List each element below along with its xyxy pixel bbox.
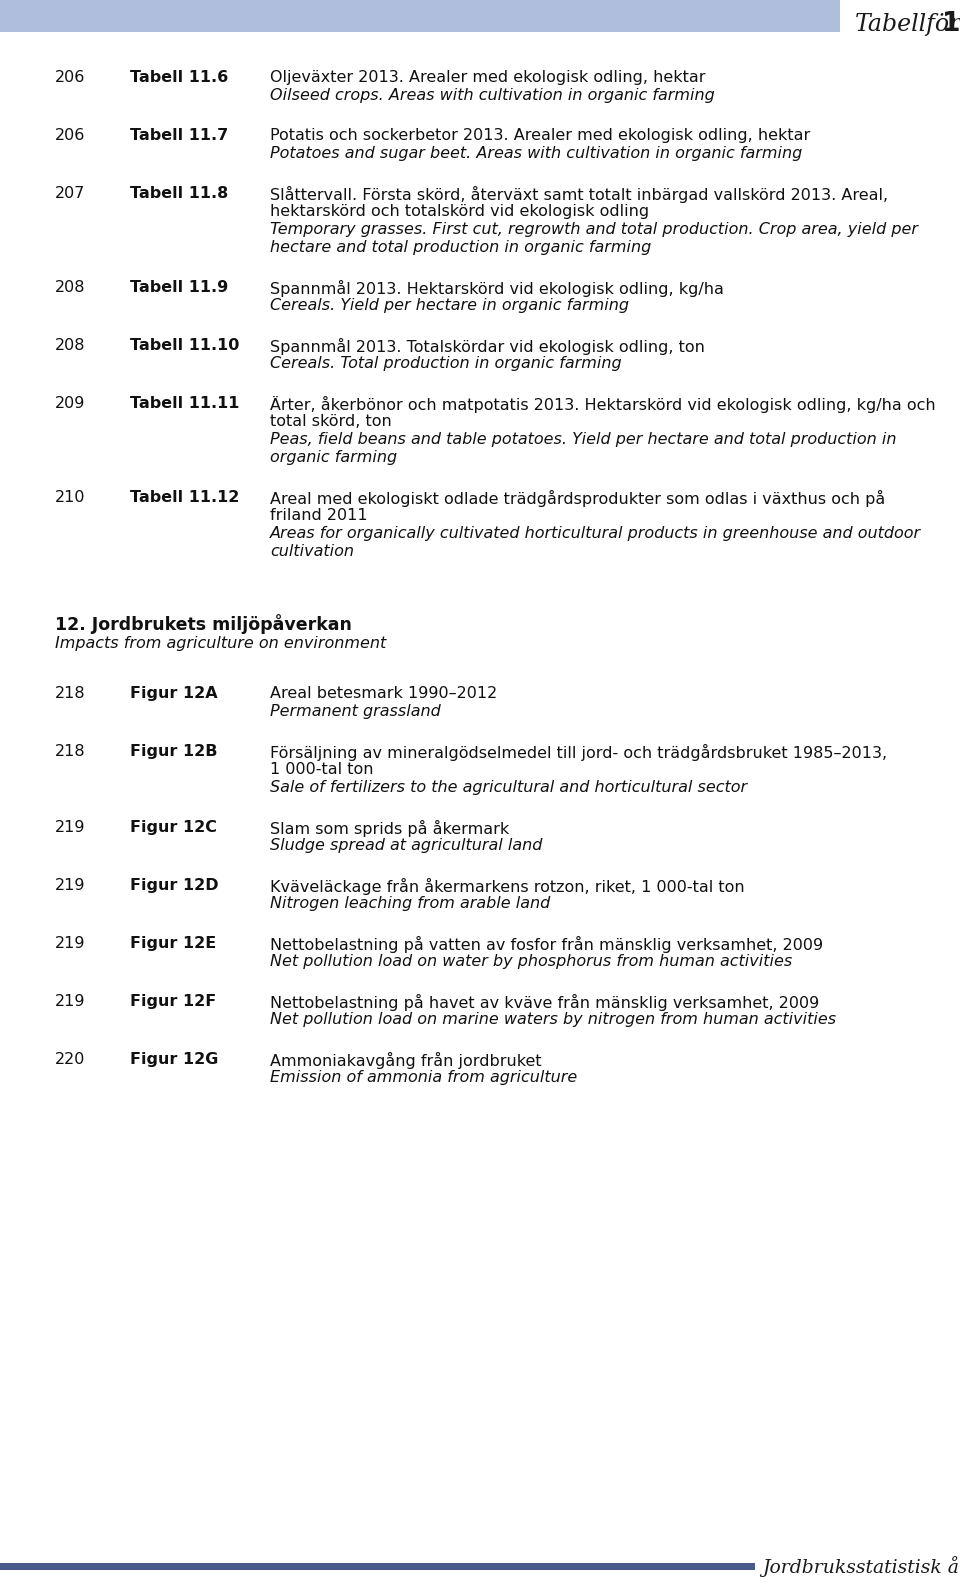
Text: Försäljning av mineralgödselmedel till jord- och trädgårdsbruket 1985–2013,: Försäljning av mineralgödselmedel till j…: [270, 743, 887, 761]
Text: Permanent grassland: Permanent grassland: [270, 703, 441, 719]
Text: Slam som sprids på åkermark: Slam som sprids på åkermark: [270, 820, 509, 837]
Text: 208: 208: [55, 338, 85, 352]
Text: 219: 219: [55, 936, 85, 951]
Text: Areal betesmark 1990–2012: Areal betesmark 1990–2012: [270, 686, 497, 700]
Text: Figur 12C: Figur 12C: [130, 820, 217, 836]
Text: Emission of ammonia from agriculture: Emission of ammonia from agriculture: [270, 1070, 577, 1085]
Text: Spannmål 2013. Totalskördar vid ekologisk odling, ton: Spannmål 2013. Totalskördar vid ekologis…: [270, 338, 705, 356]
Text: Impacts from agriculture on environment: Impacts from agriculture on environment: [55, 636, 386, 651]
Text: Cereals. Yield per hectare in organic farming: Cereals. Yield per hectare in organic fa…: [270, 298, 629, 313]
Text: Kväveläckage från åkermarkens rotzon, riket, 1 000-tal ton: Kväveläckage från åkermarkens rotzon, ri…: [270, 877, 745, 895]
Text: Cereals. Total production in organic farming: Cereals. Total production in organic far…: [270, 356, 622, 372]
Text: Tabell 11.11: Tabell 11.11: [130, 396, 239, 412]
Text: 15: 15: [942, 11, 960, 37]
Text: hektarskörd och totalskörd vid ekologisk odling: hektarskörd och totalskörd vid ekologisk…: [270, 204, 649, 219]
Text: 209: 209: [55, 396, 85, 412]
Text: Sludge spread at agricultural land: Sludge spread at agricultural land: [270, 837, 542, 853]
Text: Tabell 11.9: Tabell 11.9: [130, 281, 228, 295]
Text: Tabellförteckning: Tabellförteckning: [855, 13, 960, 35]
Text: Oljeväxter 2013. Arealer med ekologisk odling, hektar: Oljeväxter 2013. Arealer med ekologisk o…: [270, 70, 706, 85]
Text: total skörd, ton: total skörd, ton: [270, 415, 392, 429]
Text: 12. Jordbrukets miljöpåverkan: 12. Jordbrukets miljöpåverkan: [55, 614, 352, 633]
Text: cultivation: cultivation: [270, 544, 354, 558]
Text: 210: 210: [55, 490, 85, 506]
Text: Figur 12A: Figur 12A: [130, 686, 218, 700]
Text: Tabell 11.10: Tabell 11.10: [130, 338, 239, 352]
Text: Slåttervall. Första skörd, återväxt samt totalt inbärgad vallskörd 2013. Areal,: Slåttervall. Första skörd, återväxt samt…: [270, 187, 888, 203]
Text: Tabell 11.6: Tabell 11.6: [130, 70, 228, 85]
Text: Spannmål 2013. Hektarskörd vid ekologisk odling, kg/ha: Spannmål 2013. Hektarskörd vid ekologisk…: [270, 281, 724, 297]
Bar: [0, 1563, 755, 1569]
Text: 220: 220: [55, 1053, 85, 1067]
Text: Potatoes and sugar beet. Areas with cultivation in organic farming: Potatoes and sugar beet. Areas with cult…: [270, 147, 803, 161]
Text: 207: 207: [55, 187, 85, 201]
Text: 218: 218: [55, 686, 85, 700]
Text: hectare and total production in organic farming: hectare and total production in organic …: [270, 239, 651, 255]
Text: 219: 219: [55, 820, 85, 836]
Text: Areas for organically cultivated horticultural products in greenhouse and outdoo: Areas for organically cultivated horticu…: [270, 526, 922, 541]
Text: Nitrogen leaching from arable land: Nitrogen leaching from arable land: [270, 896, 550, 911]
Text: Temporary grasses. First cut, regrowth and total production. Crop area, yield pe: Temporary grasses. First cut, regrowth a…: [270, 222, 918, 238]
Text: Figur 12B: Figur 12B: [130, 743, 218, 759]
Text: 206: 206: [55, 128, 85, 144]
Text: 208: 208: [55, 281, 85, 295]
Text: 219: 219: [55, 877, 85, 893]
Text: Net pollution load on marine waters by nitrogen from human activities: Net pollution load on marine waters by n…: [270, 1011, 836, 1027]
Text: 1 000-tal ton: 1 000-tal ton: [270, 762, 373, 777]
Text: Nettobelastning på havet av kväve från mänsklig verksamhet, 2009: Nettobelastning på havet av kväve från m…: [270, 994, 819, 1011]
Text: organic farming: organic farming: [270, 450, 397, 466]
Text: Figur 12F: Figur 12F: [130, 994, 216, 1010]
Text: Figur 12G: Figur 12G: [130, 1053, 218, 1067]
Text: Tabell 11.7: Tabell 11.7: [130, 128, 228, 144]
Text: Areal med ekologiskt odlade trädgårdsprodukter som odlas i växthus och på: Areal med ekologiskt odlade trädgårdspro…: [270, 490, 885, 507]
Text: Tabell 11.12: Tabell 11.12: [130, 490, 239, 506]
Text: 219: 219: [55, 994, 85, 1010]
Text: Ärter, åkerbönor och matpotatis 2013. Hektarskörd vid ekologisk odling, kg/ha oc: Ärter, åkerbönor och matpotatis 2013. He…: [270, 396, 936, 413]
Text: Figur 12E: Figur 12E: [130, 936, 216, 951]
Text: friland 2011: friland 2011: [270, 507, 368, 523]
Text: Net pollution load on water by phosphorus from human activities: Net pollution load on water by phosphoru…: [270, 954, 792, 970]
Text: 206: 206: [55, 70, 85, 85]
Text: Oilseed crops. Areas with cultivation in organic farming: Oilseed crops. Areas with cultivation in…: [270, 88, 715, 104]
Text: Peas, field beans and table potatoes. Yield per hectare and total production in: Peas, field beans and table potatoes. Yi…: [270, 432, 897, 447]
Text: Jordbruksstatistisk årsbok 2014: Jordbruksstatistisk årsbok 2014: [762, 1557, 960, 1577]
Text: Figur 12D: Figur 12D: [130, 877, 219, 893]
Bar: [0, 0, 840, 32]
Text: Tabell 11.8: Tabell 11.8: [130, 187, 228, 201]
Text: Sale of fertilizers to the agricultural and horticultural sector: Sale of fertilizers to the agricultural …: [270, 780, 747, 794]
Text: Ammoniakavgång från jordbruket: Ammoniakavgång från jordbruket: [270, 1053, 541, 1069]
Text: 218: 218: [55, 743, 85, 759]
Text: Nettobelastning på vatten av fosfor från mänsklig verksamhet, 2009: Nettobelastning på vatten av fosfor från…: [270, 936, 823, 954]
Text: Potatis och sockerbetor 2013. Arealer med ekologisk odling, hektar: Potatis och sockerbetor 2013. Arealer me…: [270, 128, 810, 144]
